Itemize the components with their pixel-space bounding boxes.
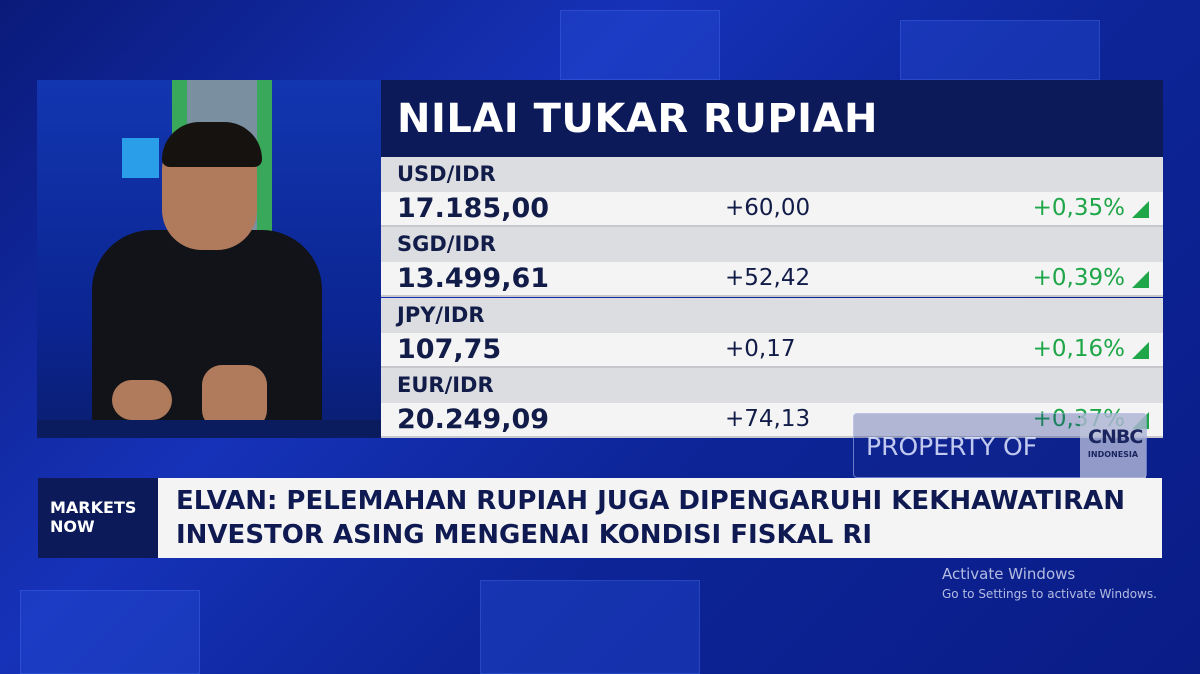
rate-change: +74,13 [725, 405, 811, 432]
ticker-tag: MARKETS NOW [38, 478, 158, 558]
ticker-tag-line: MARKETS [50, 498, 137, 517]
presenter-hair [162, 122, 262, 167]
headline-line: INVESTOR ASING MENGENAI KONDISI FISKAL R… [176, 520, 873, 550]
studio-light [122, 138, 159, 178]
trend-up-icon [1132, 341, 1149, 359]
background-cube [480, 580, 700, 674]
rate-value: 107,75 [397, 333, 502, 365]
windows-activation-notice: Activate Windows Go to Settings to activa… [942, 565, 1157, 601]
rate-value: 17.185,00 [397, 193, 550, 224]
watermark-text: PROPERTY OF [866, 432, 1038, 461]
cnbc-logo: CNBC INDONESIA [1080, 414, 1146, 478]
panel-title: NILAI TUKAR RUPIAH [397, 96, 878, 142]
activation-subtitle: Go to Settings to activate Windows. [942, 587, 1157, 601]
panel-title-bar: NILAI TUKAR RUPIAH [381, 80, 1163, 157]
rate-percent: +0,16% [1032, 335, 1125, 362]
rate-row: 20.249,09 +74,13 +0,37% [381, 402, 1163, 438]
background-cube [560, 10, 720, 80]
currency-pair-label: EUR/IDR [381, 367, 1163, 403]
rate-percent: +0,35% [1032, 195, 1125, 221]
rate-row: 13.499,61 +52,42 +0,39% [381, 262, 1163, 298]
rate-change: +60,00 [725, 195, 811, 221]
rate-row: 17.185,00 +60,00 +0,35% [381, 192, 1163, 227]
watermark: PROPERTY OF CNBC INDONESIA [853, 413, 1147, 478]
currency-pair-label: SGD/IDR [381, 227, 1163, 263]
ticker-tag-line: NOW [50, 517, 95, 536]
rate-row: 107,75 +0,17 +0,16% [381, 332, 1163, 368]
rate-value: 20.249,09 [397, 403, 550, 435]
trend-up-icon [1132, 271, 1149, 289]
headline-ticker: ELVAN: PELEMAHAN RUPIAH JUGA DIPENGARUHI… [158, 478, 1162, 558]
activation-title: Activate Windows [942, 565, 1076, 583]
headline-line: ELVAN: PELEMAHAN RUPIAH JUGA DIPENGARUHI… [176, 486, 1125, 516]
desk [37, 420, 381, 438]
currency-pair-label: JPY/IDR [381, 297, 1163, 333]
rate-value: 13.499,61 [397, 263, 550, 295]
rate-percent: +0,39% [1032, 265, 1125, 292]
trend-up-icon [1132, 201, 1149, 218]
presenter-hand [112, 380, 172, 420]
presenter-video [37, 80, 381, 438]
background-cube [20, 590, 200, 674]
presenter-hand [202, 365, 267, 430]
rate-change: +0,17 [725, 335, 796, 362]
rate-change: +52,42 [725, 265, 811, 292]
background-cube [900, 20, 1100, 80]
currency-pair-label: USD/IDR [381, 157, 1163, 192]
